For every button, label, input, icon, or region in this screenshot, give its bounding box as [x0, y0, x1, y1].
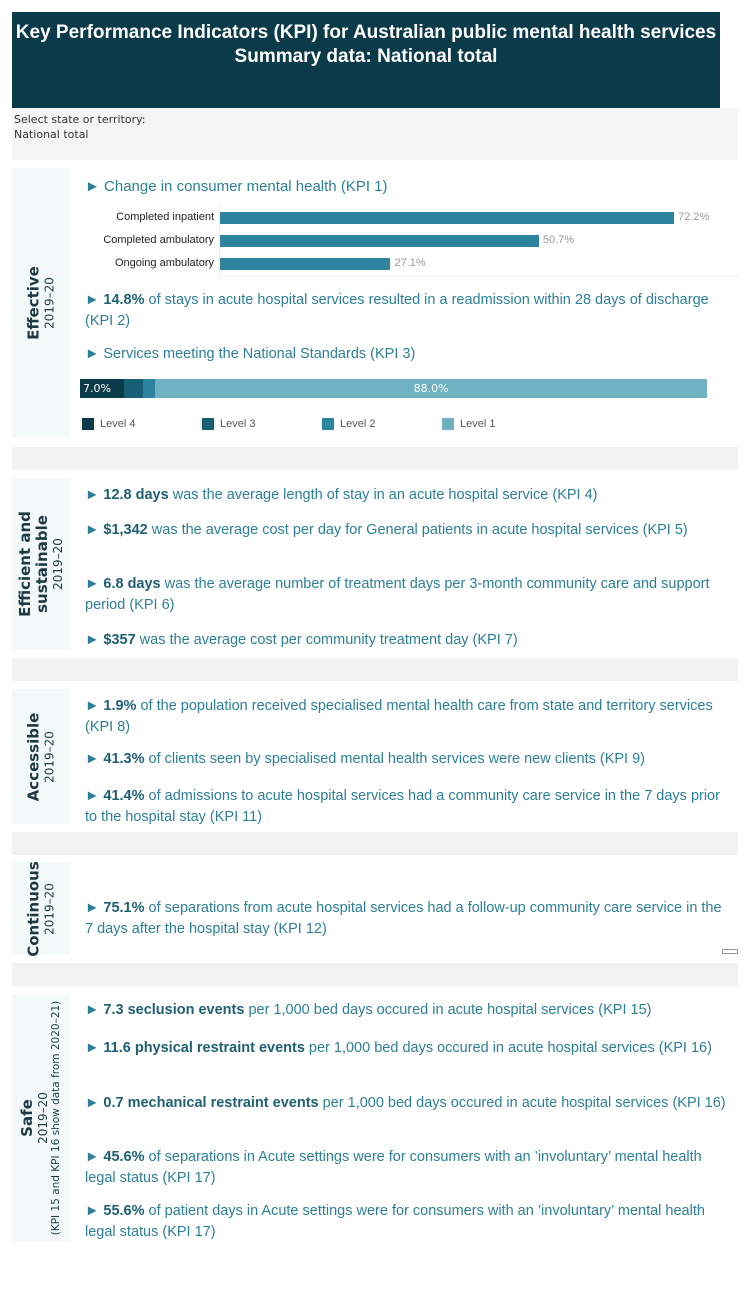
effective-side-label: Effective 2019–20: [12, 168, 70, 438]
legend-item: Level 4: [82, 418, 135, 431]
continuous-side-label: Continuous 2019–20: [12, 861, 70, 956]
filter-value[interactable]: National total: [14, 128, 89, 141]
bar-label: Completed inpatient: [116, 211, 214, 223]
bar-value: 72.2%: [678, 211, 710, 223]
segment-level-4[interactable]: 7.0%: [80, 379, 124, 398]
legend-item: Level 3: [202, 418, 255, 431]
bar-value: 27.1%: [394, 257, 426, 269]
state-filter[interactable]: Select state or territory: National tota…: [12, 108, 738, 160]
safe-kpi-item: ► 7.3 seclusion events per 1,000 bed day…: [85, 1002, 652, 1018]
accessible-side-label: Accessible 2019–20: [12, 689, 70, 824]
header-title: Key Performance Indicators (KPI) for Aus…: [15, 22, 717, 43]
continuous-kpi-item: ► 75.1% of separations from acute hospit…: [85, 900, 722, 937]
divider: [12, 447, 738, 470]
safe-kpi-item: ► 0.7 mechanical restraint events per 1,…: [85, 1095, 726, 1111]
kpi3-title: ► Services meeting the National Standard…: [85, 346, 416, 362]
section-year: 2019–20: [42, 277, 57, 329]
efficient-kpi-item: ► 6.8 days was the average number of tre…: [85, 576, 710, 613]
filter-label: Select state or territory:: [14, 113, 146, 126]
accessible-kpi-item: ► 1.9% of the population received specia…: [85, 698, 713, 735]
section-title: Effective: [24, 266, 43, 340]
legend-item: Level 1: [442, 418, 495, 431]
safe-kpi-item: ► 45.6% of separations in Acute settings…: [85, 1149, 702, 1186]
segment-level-1[interactable]: 88.0%: [155, 379, 707, 398]
dashboard-header: Key Performance Indicators (KPI) for Aus…: [12, 12, 720, 108]
bar-value: 50.7%: [542, 234, 575, 246]
efficient-side-label: Efficient and sustainable 2019–20: [12, 478, 70, 650]
divider: [12, 658, 738, 681]
efficient-kpi-item: ► $357 was the average cost per communit…: [85, 632, 518, 648]
bar[interactable]: [220, 235, 539, 247]
segment-level-2[interactable]: [142, 379, 156, 398]
accessible-kpi-item: ► 41.3% of clients seen by specialised m…: [85, 751, 645, 767]
safe-kpi-item: ► 55.6% of patient days in Acute setting…: [85, 1203, 705, 1240]
bar[interactable]: [220, 258, 391, 270]
kpi1-axis: [219, 205, 739, 277]
segment-level-3[interactable]: [123, 379, 143, 398]
divider: [12, 963, 738, 986]
kpi1-title: ► Change in consumer mental health (KPI …: [85, 178, 388, 195]
legend-item: Level 2: [322, 418, 375, 431]
divider: [12, 832, 738, 855]
safe-kpi-item: ► 11.6 physical restraint events per 1,0…: [85, 1040, 712, 1056]
efficient-kpi-item: ► 12.8 days was the average length of st…: [85, 487, 598, 503]
bar-label: Ongoing ambulatory: [114, 257, 214, 269]
resize-handle-icon[interactable]: [722, 949, 738, 954]
header-subtitle: Summary data: National total: [234, 46, 498, 67]
accessible-kpi-item: ► 41.4% of admissions to acute hospital …: [85, 788, 720, 825]
efficient-kpi-item: ► $1,342 was the average cost per day fo…: [85, 522, 688, 538]
safe-side-label: Safe 2019–20 (KPI 15 and KPI 16 show data …: [12, 994, 70, 1242]
kpi2-text: ► 14.8% of stays in acute hospital servi…: [85, 292, 709, 329]
bar[interactable]: [220, 212, 675, 224]
bar-label: Completed ambulatory: [103, 234, 214, 246]
